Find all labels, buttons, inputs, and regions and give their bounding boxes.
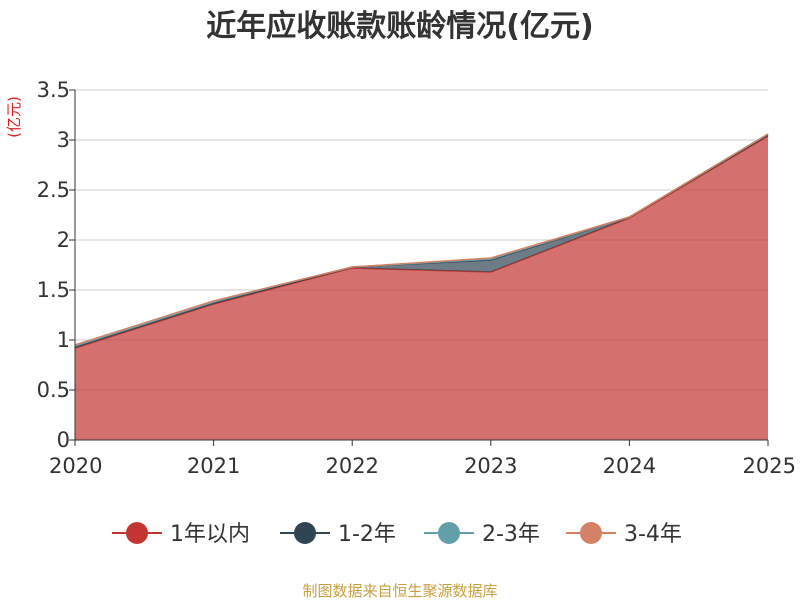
legend[interactable]: 1年以内 1-2年 2-3年 3-4年: [112, 522, 682, 547]
legend-item-2[interactable]: 2-3年: [424, 522, 540, 547]
legend-label: 2-3年: [482, 522, 540, 547]
legend-label: 1-2年: [338, 522, 396, 547]
x-tick-label: 2024: [603, 454, 656, 478]
x-tick-label: 2025: [743, 454, 796, 478]
y-tick-label: 0.5: [37, 378, 70, 402]
x-tick-label: 2020: [49, 454, 102, 478]
y-tick-label: 1.5: [37, 278, 70, 302]
x-tick-label: 2023: [464, 454, 517, 478]
legend-item-1[interactable]: 1-2年: [280, 522, 396, 547]
y-axis-label: (亿元): [5, 96, 23, 138]
y-tick-label: 1: [57, 328, 70, 352]
y-tick-label: 2: [57, 228, 70, 252]
legend-marker: [126, 522, 148, 544]
series-area-0: [75, 136, 768, 440]
legend-item-0[interactable]: 1年以内: [112, 522, 250, 547]
x-tick-label: 2022: [325, 454, 378, 478]
series-line-3: [74, 133, 769, 346]
legend-marker: [294, 522, 316, 544]
axes: 0 0.5 1 1.5 2 2.5 3 3.5 2020 2021 2022 2023 2024 2025: [37, 78, 796, 478]
series-areas: [74, 133, 769, 440]
legend-label: 3-4年: [624, 522, 682, 547]
data-source-note: 制图数据来自恒生聚源数据库: [302, 582, 497, 600]
legend-marker: [438, 522, 460, 544]
x-tick-label: 2021: [187, 454, 240, 478]
y-tick-label: 0: [57, 428, 70, 452]
chart-title: 近年应收账款账龄情况(亿元): [206, 9, 593, 44]
legend-label: 1年以内: [170, 522, 250, 547]
y-tick-label: 3: [57, 128, 70, 152]
y-tick-label: 3.5: [37, 78, 70, 102]
series-area-2: [75, 134, 768, 347]
legend-item-3[interactable]: 3-4年: [566, 522, 682, 547]
legend-marker: [580, 522, 602, 544]
y-tick-label: 2.5: [37, 178, 70, 202]
